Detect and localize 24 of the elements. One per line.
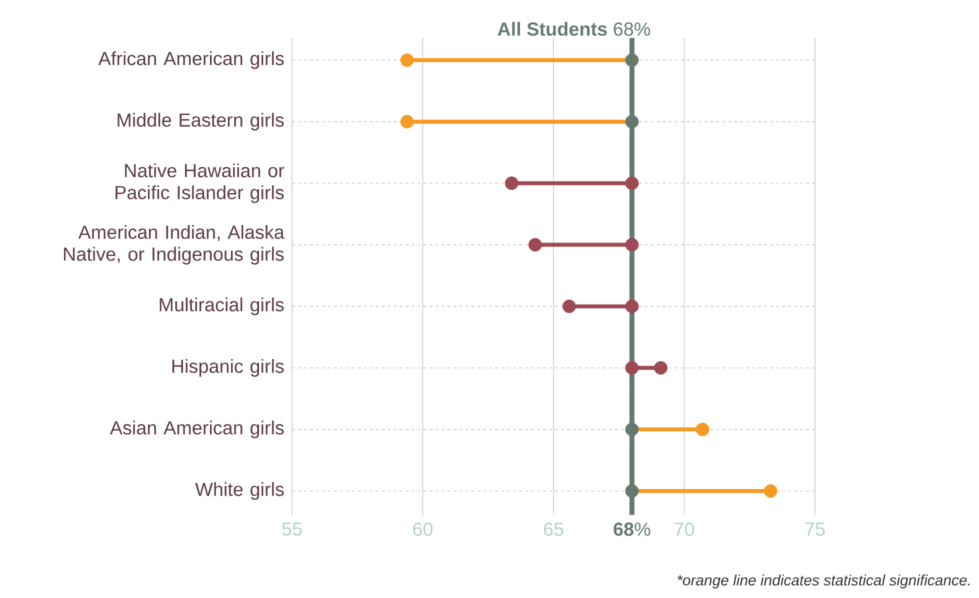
text: *orange line indicates statistical significance. [677,574,970,588]
y-tick-label: American Indian, Alaska Native, or Indigenous girls [64,225,284,265]
point [764,484,778,498]
point [625,53,639,67]
point [400,53,414,67]
x-tick-label: 65 [544,522,564,536]
chart-title: All Students 68% [498,22,650,36]
x-tick-label: 68% [614,522,650,536]
x-tick-label: 55 [282,522,302,536]
y-tick-label: Hispanic girls [172,359,284,377]
y-tick-label: Multiracial girls [160,298,284,316]
y-tick-label: White girls [195,482,284,500]
y-tick-label: Middle Eastern girls [118,112,284,131]
y-tick-label: Asian American girls [110,420,284,438]
point [625,484,639,498]
y-tick-label: Native Hawaiian or Pacific Islander girls [116,163,284,204]
x-tick-label: 60 [413,522,433,536]
x-tick-label: 70 [674,522,694,536]
point [625,422,639,436]
point [400,114,414,128]
point [625,114,639,128]
y-tick-label: African American girls [98,51,284,69]
point [696,422,710,436]
x-tick-label: 75 [805,522,825,536]
